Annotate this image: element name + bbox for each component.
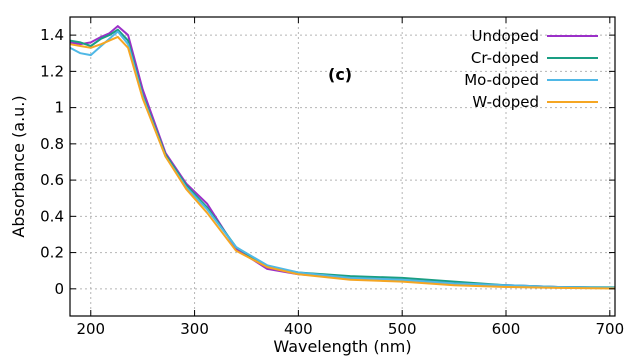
series-layer — [69, 25, 616, 290]
x-tick-label: 600 — [492, 320, 521, 338]
legend: Undoped Cr-doped Mo-doped W-doped — [464, 27, 598, 111]
y-tick-label: 1.2 — [40, 62, 64, 80]
series-line-cr-doped — [69, 28, 616, 289]
x-tick-label: 300 — [180, 320, 209, 338]
y-tick-label: 1 — [54, 99, 64, 117]
axis-ticks — [70, 17, 615, 316]
legend-label: Mo-doped — [464, 71, 539, 89]
legend-label: Undoped — [472, 27, 539, 45]
y-tick-label: 0.6 — [40, 171, 64, 189]
x-tick-label: 700 — [595, 320, 624, 338]
legend-label: W-doped — [472, 93, 539, 111]
y-tick-label: 0.4 — [40, 207, 64, 225]
y-tick-label: 0 — [54, 280, 64, 298]
legend-label: Cr-doped — [471, 49, 539, 67]
y-tick-label: 1.4 — [40, 26, 64, 44]
x-tick-label: 400 — [284, 320, 313, 338]
plot-frame — [69, 16, 616, 317]
series-line-mo-doped — [69, 30, 616, 289]
series-line-w-doped — [69, 35, 616, 290]
x-tick-labels: 200 300 400 500 600 700 — [76, 320, 624, 338]
y-tick-labels: 0 0.2 0.4 0.6 0.8 1 1.2 1.4 — [40, 26, 64, 298]
x-tick-label: 500 — [388, 320, 417, 338]
y-tick-label: 0.8 — [40, 135, 64, 153]
x-tick-label: 200 — [76, 320, 105, 338]
y-axis-title: Absorbance (a.u.) — [9, 95, 28, 237]
panel-annotation: (c) — [328, 65, 352, 84]
y-tick-label: 0.2 — [40, 244, 64, 262]
x-axis-title: Wavelength (nm) — [273, 337, 411, 356]
